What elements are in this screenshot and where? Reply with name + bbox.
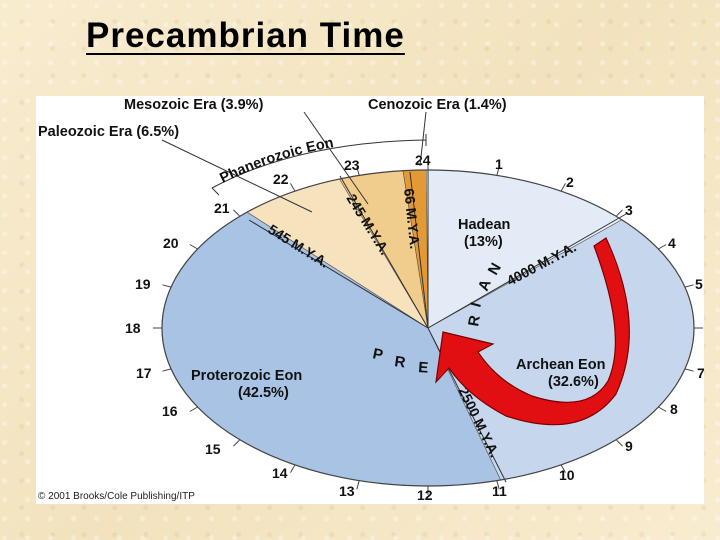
- hour-tick: [658, 406, 667, 412]
- hour-label-10: 10: [559, 467, 575, 483]
- precambrian-letter: P: [371, 345, 384, 364]
- hour-label-23: 23: [344, 157, 360, 173]
- hour-tick: [290, 464, 296, 473]
- hour-label-20: 20: [163, 235, 179, 251]
- precambrian-letter: R: [465, 314, 484, 328]
- arrow-shape: [435, 237, 630, 426]
- hour-ticks: [153, 161, 703, 495]
- eon-labels: Hadean (13%) Archean Eon (32.6%) Protero…: [191, 217, 605, 401]
- hour-label-12: 12: [417, 487, 433, 503]
- hour-label-22: 22: [273, 171, 289, 187]
- hour-labels: 1 2 3 4 5 6 7 8 9 10 11 12 13 14 15 16 1…: [125, 152, 704, 503]
- hour-label-15: 15: [205, 441, 221, 457]
- hour-tick: [496, 480, 500, 490]
- era-label-mesozoic: Mesozoic Era (3.9%): [124, 97, 264, 113]
- era-label-paleozoic: Paleozoic Era (6.5%): [38, 124, 179, 140]
- hour-label-17: 17: [136, 365, 152, 381]
- era-label-cenozoic: Cenozoic Era (1.4%): [368, 97, 507, 113]
- hour-tick: [162, 368, 172, 372]
- precambrian-letter: I: [467, 301, 485, 309]
- archean-name: Archean Eon: [516, 357, 605, 373]
- era-leader-lines: [161, 111, 427, 213]
- hour-tick: [615, 209, 623, 217]
- hour-label-7: 7: [697, 365, 704, 381]
- hour-tick: [233, 439, 241, 447]
- boundary-line-245: [339, 175, 429, 329]
- hour-label-24: 24: [415, 152, 431, 168]
- hour-tick: [356, 166, 360, 176]
- geologic-clock-figure: 1 2 3 4 5 6 7 8 9 10 11 12 13 14 15 16 1…: [36, 96, 704, 504]
- hour-label-14: 14: [272, 465, 288, 481]
- hadean-name: Hadean: [458, 217, 510, 233]
- hour-label-3: 3: [625, 202, 633, 218]
- boundary-line-545: [248, 219, 429, 329]
- hour-label-16: 16: [162, 403, 178, 419]
- hour-tick: [189, 244, 198, 250]
- hour-tick: [684, 284, 694, 288]
- boundary-line-4000: [427, 213, 627, 329]
- precambrian-letter: R: [393, 353, 406, 371]
- eon-sectors: [161, 169, 695, 487]
- hour-tick: [356, 480, 360, 490]
- boundary-line-66: [409, 171, 429, 329]
- hour-tick: [560, 464, 566, 473]
- hour-label-5: 5: [695, 276, 703, 292]
- archean-percent: (32.6%): [548, 374, 599, 390]
- geologic-clock-diagram: 1 2 3 4 5 6 7 8 9 10 11 12 13 14 15 16 1…: [38, 97, 704, 503]
- hour-label-9: 9: [625, 438, 633, 454]
- hour-label-18: 18: [125, 320, 141, 336]
- leader-mesozoic: [303, 111, 369, 205]
- hour-tick: [290, 183, 296, 192]
- hour-tick: [560, 183, 566, 192]
- hour-tick: [615, 439, 623, 447]
- hour-label-4: 4: [668, 235, 676, 251]
- precambrian-letter: E: [418, 359, 429, 377]
- hour-label-2: 2: [566, 174, 574, 190]
- hour-label-21: 21: [214, 200, 230, 216]
- hour-label-8: 8: [670, 401, 678, 417]
- hour-label-1: 1: [495, 156, 503, 172]
- slide-title: Precambrian Time: [86, 16, 405, 55]
- hour-label-19: 19: [135, 276, 151, 292]
- boundary-label-66: 66 M.Y.A.: [401, 188, 423, 250]
- hour-tick: [233, 209, 241, 217]
- hour-tick: [658, 244, 667, 250]
- era-labels: Mesozoic Era (3.9%) Cenozoic Era (1.4%) …: [38, 97, 507, 140]
- proterozoic-percent: (42.5%): [238, 385, 289, 401]
- hour-tick: [162, 284, 172, 288]
- hour-tick: [189, 406, 198, 412]
- phanerozoic-bracket: [211, 134, 427, 196]
- leader-cenozoic: [419, 111, 427, 167]
- hour-tick: [496, 166, 500, 176]
- hour-tick: [684, 368, 694, 372]
- red-arrow: [435, 237, 630, 426]
- proterozoic-name: Proterozoic Eon: [191, 368, 302, 384]
- hadean-percent: (13%): [464, 234, 503, 250]
- hour-label-11: 11: [492, 483, 507, 499]
- copyright-credit: © 2001 Brooks/Cole Publishing/ITP: [38, 491, 195, 502]
- hour-label-13: 13: [339, 483, 355, 499]
